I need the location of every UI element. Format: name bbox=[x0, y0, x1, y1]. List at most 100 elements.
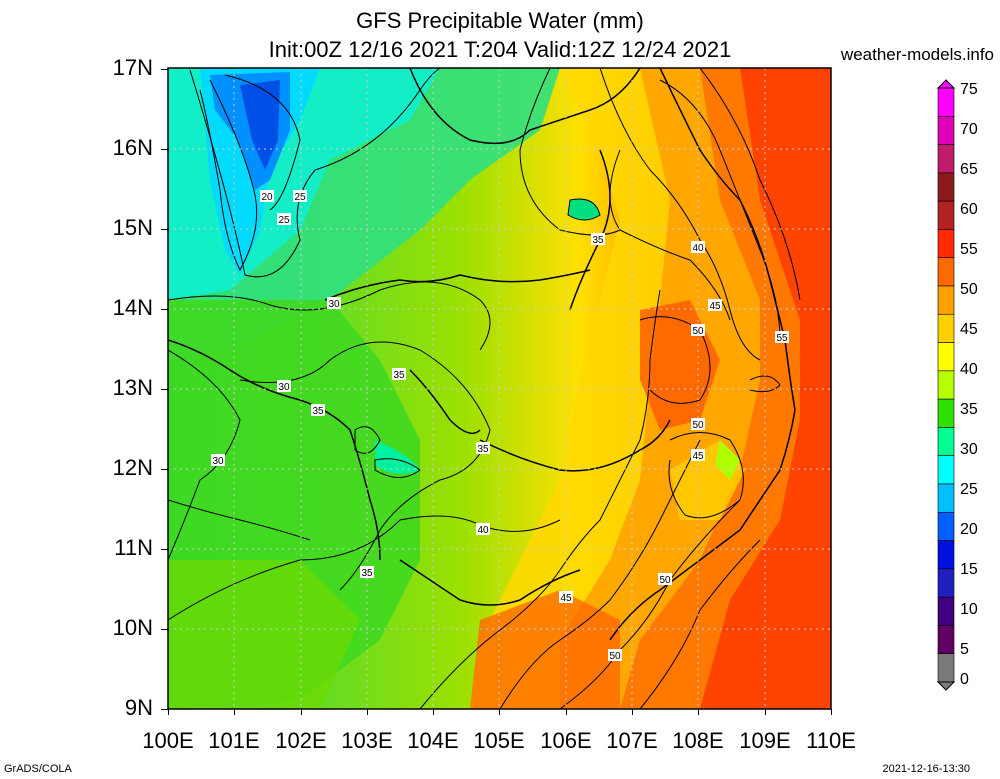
colorbar-swatch bbox=[937, 653, 955, 683]
lat-label: 17N bbox=[112, 55, 153, 80]
lon-label: 106E bbox=[540, 728, 592, 753]
lat-label: 10N bbox=[112, 615, 153, 640]
contour-lines bbox=[168, 68, 801, 709]
contour-label: 45 bbox=[560, 593, 572, 604]
colorbar bbox=[936, 79, 956, 691]
colorbar-label: 10 bbox=[960, 601, 978, 618]
colorbar-swatch bbox=[937, 540, 955, 570]
colorbar-swatch bbox=[937, 427, 955, 457]
lon-label: 108E bbox=[672, 728, 724, 753]
lon-label: 105E bbox=[473, 728, 525, 753]
contour-label-bg bbox=[360, 566, 374, 578]
colorbar-label: 70 bbox=[960, 121, 978, 138]
footer-left: GrADS/COLA bbox=[4, 763, 72, 775]
colorbar-label: 15 bbox=[960, 561, 978, 578]
contour-label: 35 bbox=[312, 406, 324, 417]
contour-label: 45 bbox=[692, 451, 704, 462]
lon-label: 109E bbox=[739, 728, 791, 753]
contour-label-bg bbox=[392, 368, 406, 380]
lon-label: 102E bbox=[275, 728, 327, 753]
colorbar-swatch bbox=[937, 398, 955, 428]
contour-label: 35 bbox=[393, 370, 405, 381]
contour-label: 25 bbox=[278, 215, 290, 226]
lon-label: 100E bbox=[142, 728, 194, 753]
lat-label: 16N bbox=[112, 135, 153, 160]
colorbar-swatch bbox=[937, 596, 955, 626]
colorbar-top-arrow bbox=[936, 79, 956, 89]
lon-label: 107E bbox=[606, 728, 658, 753]
contour-label: 35 bbox=[361, 568, 373, 579]
colorbar-swatch bbox=[937, 144, 955, 174]
contour-label-bg bbox=[775, 331, 789, 343]
contour-label-bg bbox=[691, 324, 705, 336]
contour-label-bg bbox=[211, 454, 225, 466]
lat-label: 14N bbox=[112, 295, 153, 320]
colorbar-label: 35 bbox=[960, 401, 978, 418]
colorbar-label: 5 bbox=[960, 641, 969, 658]
contour-label-bg bbox=[691, 241, 705, 253]
colorbar-label: 55 bbox=[960, 241, 978, 258]
contour-label: 30 bbox=[278, 382, 290, 393]
lon-label: 101E bbox=[208, 728, 260, 753]
lat-label: 15N bbox=[112, 215, 153, 240]
colorbar-swatch bbox=[937, 313, 955, 343]
colorbar-swatch bbox=[937, 229, 955, 259]
contour-label: 55 bbox=[776, 333, 788, 344]
lat-label: 9N bbox=[124, 695, 153, 720]
contour-label-bg bbox=[277, 380, 291, 392]
colorbar-swatch bbox=[937, 342, 955, 372]
contour-label-bg bbox=[708, 299, 722, 311]
colorbar-label: 25 bbox=[960, 481, 978, 498]
colorbar-swatch bbox=[937, 483, 955, 513]
contour-label-bg bbox=[327, 297, 341, 309]
contour-label: 35 bbox=[592, 235, 604, 246]
contour-label-bg bbox=[559, 591, 573, 603]
colorbar-swatch bbox=[937, 285, 955, 315]
colorbar-label: 50 bbox=[960, 281, 978, 298]
lat-label: 13N bbox=[112, 375, 153, 400]
contour-label-bg bbox=[691, 418, 705, 430]
colorbar-swatch bbox=[937, 257, 955, 287]
contour-label: 50 bbox=[692, 326, 704, 337]
colorbar-label: 45 bbox=[960, 321, 978, 338]
colorbar-swatch bbox=[937, 625, 955, 655]
contour-label: 20 bbox=[261, 192, 273, 203]
contour-label-bg bbox=[691, 449, 705, 461]
contour-label: 40 bbox=[692, 243, 704, 254]
contour-label: 25 bbox=[294, 192, 306, 203]
contour-label: 30 bbox=[328, 299, 340, 310]
contour-label-bg bbox=[311, 404, 325, 416]
contour-label-bg bbox=[476, 442, 490, 454]
contour-label: 30 bbox=[212, 456, 224, 467]
colorbar-swatch bbox=[937, 455, 955, 485]
colorbar-swatch bbox=[937, 115, 955, 145]
colorbar-label: 20 bbox=[960, 521, 978, 538]
contour-label-bg bbox=[260, 190, 274, 202]
lon-label: 103E bbox=[341, 728, 393, 753]
pw-field bbox=[168, 68, 831, 709]
colorbar-label: 60 bbox=[960, 201, 978, 218]
lon-label: 104E bbox=[407, 728, 459, 753]
colorbar-swatch bbox=[937, 200, 955, 230]
footer-right: 2021-12-16-13:30 bbox=[882, 763, 970, 775]
colorbar-label: 30 bbox=[960, 441, 978, 458]
colorbar-swatch bbox=[937, 370, 955, 400]
lat-label: 12N bbox=[112, 455, 153, 480]
colorbar-swatch bbox=[937, 172, 955, 202]
lat-label: 11N bbox=[114, 535, 153, 560]
colorbar-swatch bbox=[937, 568, 955, 598]
contour-label-bg bbox=[658, 573, 672, 585]
contour-label: 50 bbox=[659, 575, 671, 586]
colorbar-bottom-arrow bbox=[936, 681, 956, 691]
contour-label-bg bbox=[608, 649, 622, 661]
contour-labels: 20 25 25 30 30 35 30 35 35 35 40 35 40 45 50 55 50 45 45 50… bbox=[211, 190, 789, 662]
title-line-1: GFS Precipitable Water (mm) bbox=[356, 8, 644, 33]
colorbar-swatch bbox=[937, 87, 955, 117]
contour-label: 50 bbox=[609, 651, 621, 662]
contour-label: 45 bbox=[709, 301, 721, 312]
lon-label: 110E bbox=[806, 728, 856, 753]
contour-label-bg bbox=[476, 523, 490, 535]
colorbar-label: 0 bbox=[960, 671, 969, 688]
contour-label-bg bbox=[277, 213, 291, 225]
colorbar-label: 65 bbox=[960, 161, 978, 178]
